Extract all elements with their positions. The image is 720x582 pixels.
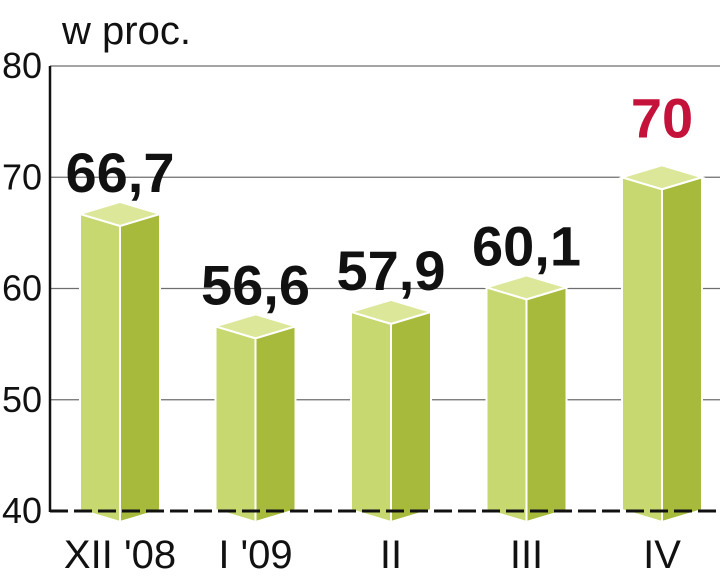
value-label: 66,7 — [66, 141, 175, 204]
bar-side-face — [661, 175, 703, 524]
bar-side-face — [119, 212, 161, 524]
bar-side-face — [390, 310, 432, 524]
bar-top-face — [483, 274, 570, 301]
bar-front-face — [621, 175, 663, 524]
unit-label: w proc. — [61, 9, 191, 53]
value-label: 57,9 — [337, 239, 446, 302]
bar-2 — [347, 298, 435, 524]
x-tick-label: IV — [643, 533, 681, 577]
bar-3 — [483, 274, 570, 524]
value-label: 60,1 — [472, 214, 581, 277]
y-tick-labels: 40 50 60 70 80 — [2, 45, 42, 531]
x-tick-label: I '09 — [218, 533, 292, 577]
y-tick-label: 80 — [2, 45, 42, 86]
bar-0 — [76, 200, 164, 524]
y-tick-label: 70 — [2, 156, 42, 197]
value-label: 56,6 — [201, 253, 310, 316]
x-tick-labels: XII '08 I '09 II III IV — [64, 533, 681, 577]
x-tick-label: XII '08 — [64, 533, 176, 577]
y-tick-label: 60 — [2, 268, 42, 309]
bar-front-face — [79, 212, 121, 524]
y-tick-label: 50 — [2, 379, 42, 420]
bar-top-face — [76, 200, 164, 228]
y-tick-label: 40 — [2, 490, 42, 531]
bar-front-face — [214, 324, 257, 524]
bar-top-face — [212, 313, 299, 340]
x-tick-label: III — [510, 533, 543, 577]
bar-4 — [618, 164, 706, 524]
bar-side-face — [525, 286, 568, 524]
value-label: 70 — [631, 86, 693, 149]
bar-1 — [212, 313, 299, 524]
bar-side-face — [254, 324, 297, 524]
bar-front-face — [485, 286, 528, 524]
value-labels: 66,7 56,6 57,9 60,1 70 — [66, 86, 694, 316]
bar-top-face — [347, 298, 435, 325]
bar-front-face — [350, 310, 392, 524]
x-tick-label: II — [380, 533, 402, 577]
bar-top-face — [618, 164, 706, 191]
bars — [76, 164, 706, 524]
